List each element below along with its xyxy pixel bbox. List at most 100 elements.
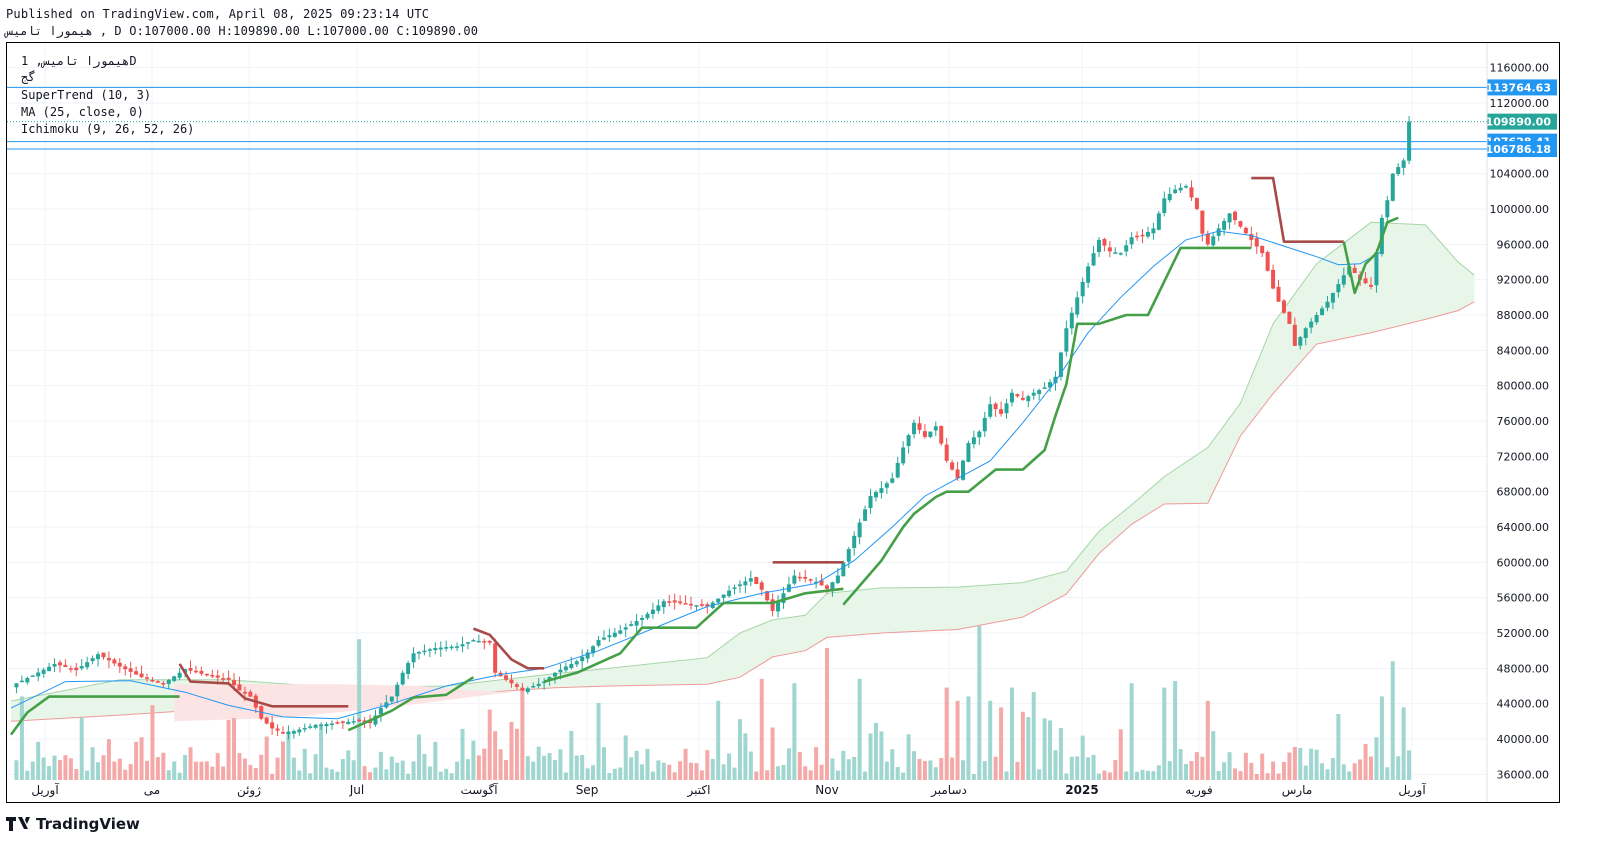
volume-bar (634, 750, 639, 780)
volume-bar (982, 761, 987, 780)
candle-body (901, 447, 906, 464)
candle-body (607, 635, 612, 638)
candle-body (1336, 284, 1341, 293)
volume-bar (890, 749, 895, 780)
volume-bar (79, 717, 84, 780)
candle-body (1069, 312, 1074, 329)
price-axis[interactable]: 116000.00 112000.00 104000.00 100000.00 9600… (31, 62, 1557, 798)
candle-body (1042, 387, 1047, 389)
candle-body (988, 404, 993, 417)
supertrend-up (543, 587, 844, 683)
candle-body (825, 585, 829, 589)
volume-bar (177, 772, 182, 780)
volume-bar (1341, 764, 1346, 780)
candle-body (465, 642, 470, 644)
candle-body (955, 469, 960, 479)
price-chart[interactable]: 116000.00 112000.00 104000.00 100000.00 9600… (7, 43, 1559, 802)
candle-body (629, 624, 634, 626)
volume-bar (188, 747, 193, 780)
volume-bar (85, 770, 90, 780)
candle-body (596, 640, 601, 646)
volume-bar (912, 751, 917, 780)
candle-body (781, 593, 786, 603)
volume-bar (438, 771, 443, 780)
candle-body (63, 664, 68, 668)
volume-bar (248, 764, 253, 780)
volume-bar (1407, 750, 1412, 780)
candle-body (737, 584, 742, 587)
volume-bar (1178, 749, 1183, 780)
volume-bar (689, 762, 693, 780)
candle-body (1020, 397, 1025, 400)
volume-bar (324, 767, 329, 780)
volume-bar (351, 760, 356, 780)
volume-bar (1156, 765, 1161, 780)
volume-bar (1020, 711, 1025, 780)
legend-supertrend[interactable]: SuperTrend (10, 3) (21, 88, 152, 102)
volume-bar (465, 759, 470, 780)
volume-bar (814, 747, 819, 780)
candle-body (1118, 253, 1123, 255)
price-label-box (1487, 79, 1557, 96)
candle-body (1330, 292, 1335, 303)
candle-body (536, 683, 541, 687)
footer-brand[interactable]: TradingView (6, 815, 140, 833)
candle-body (226, 677, 231, 680)
candle-body (863, 509, 868, 521)
volume-bar (999, 707, 1004, 780)
volume-bar (1118, 729, 1123, 780)
volume-bar (536, 746, 541, 780)
chart-frame[interactable]: 116000.00 112000.00 104000.00 100000.00 9600… (6, 42, 1560, 803)
legend-ma[interactable]: MA (25, close, 0) (21, 105, 144, 119)
volume-bar (694, 763, 699, 780)
volume-bar (400, 760, 405, 780)
candle-body (917, 423, 922, 430)
volume-bar (1233, 768, 1237, 780)
volume-bar (737, 719, 742, 780)
volume-bar (41, 757, 46, 780)
candle-body (542, 681, 547, 684)
volume-bar (52, 755, 57, 780)
volume-bar (917, 758, 922, 780)
candle-body (509, 679, 514, 684)
volume-bar (1303, 765, 1308, 780)
candle-body (1091, 253, 1096, 266)
candle-body (106, 657, 111, 661)
volume-bar (933, 767, 938, 780)
volume-bar (710, 758, 715, 780)
candle-body (335, 722, 340, 724)
candle-body (1194, 197, 1199, 209)
volume-bar (776, 766, 781, 780)
volume-bar (139, 737, 144, 780)
volume-bar (1249, 762, 1254, 780)
candle-body (319, 724, 324, 726)
candle-body (1015, 394, 1020, 397)
candle-body (487, 640, 492, 643)
candle-body (1173, 189, 1178, 194)
volume-bar (1260, 753, 1265, 780)
candle-body (689, 603, 693, 606)
y-tick-label: 116000.00 (1490, 62, 1550, 75)
volume-bar (1015, 761, 1020, 780)
candle-body (612, 632, 617, 637)
volume-bar (335, 771, 340, 780)
candle-body (471, 640, 476, 642)
y-tick-label: 36000.00 (1497, 768, 1550, 781)
volume-bar (721, 764, 726, 780)
y-tick-label: 40000.00 (1497, 733, 1550, 746)
price-label: 109890.00 (1486, 116, 1552, 129)
candle-body (640, 617, 645, 620)
volume-bar (378, 751, 383, 780)
candle-body (188, 668, 193, 671)
candle-body (389, 696, 394, 702)
x-tick-label: اکتبر (687, 783, 711, 798)
candle-body (41, 669, 46, 674)
y-tick-label: 56000.00 (1497, 592, 1550, 605)
ohlc-line: هیمورا تامیس , D O:107000.00 H:109890.00… (6, 24, 479, 38)
legend-ichimoku[interactable]: Ichimoku (9, 26, 52, 26) (21, 122, 195, 136)
candle-body (504, 675, 509, 680)
candle-body (199, 670, 204, 674)
candle-body (1053, 376, 1058, 384)
candle-body (128, 668, 133, 672)
candle-body (601, 637, 606, 640)
